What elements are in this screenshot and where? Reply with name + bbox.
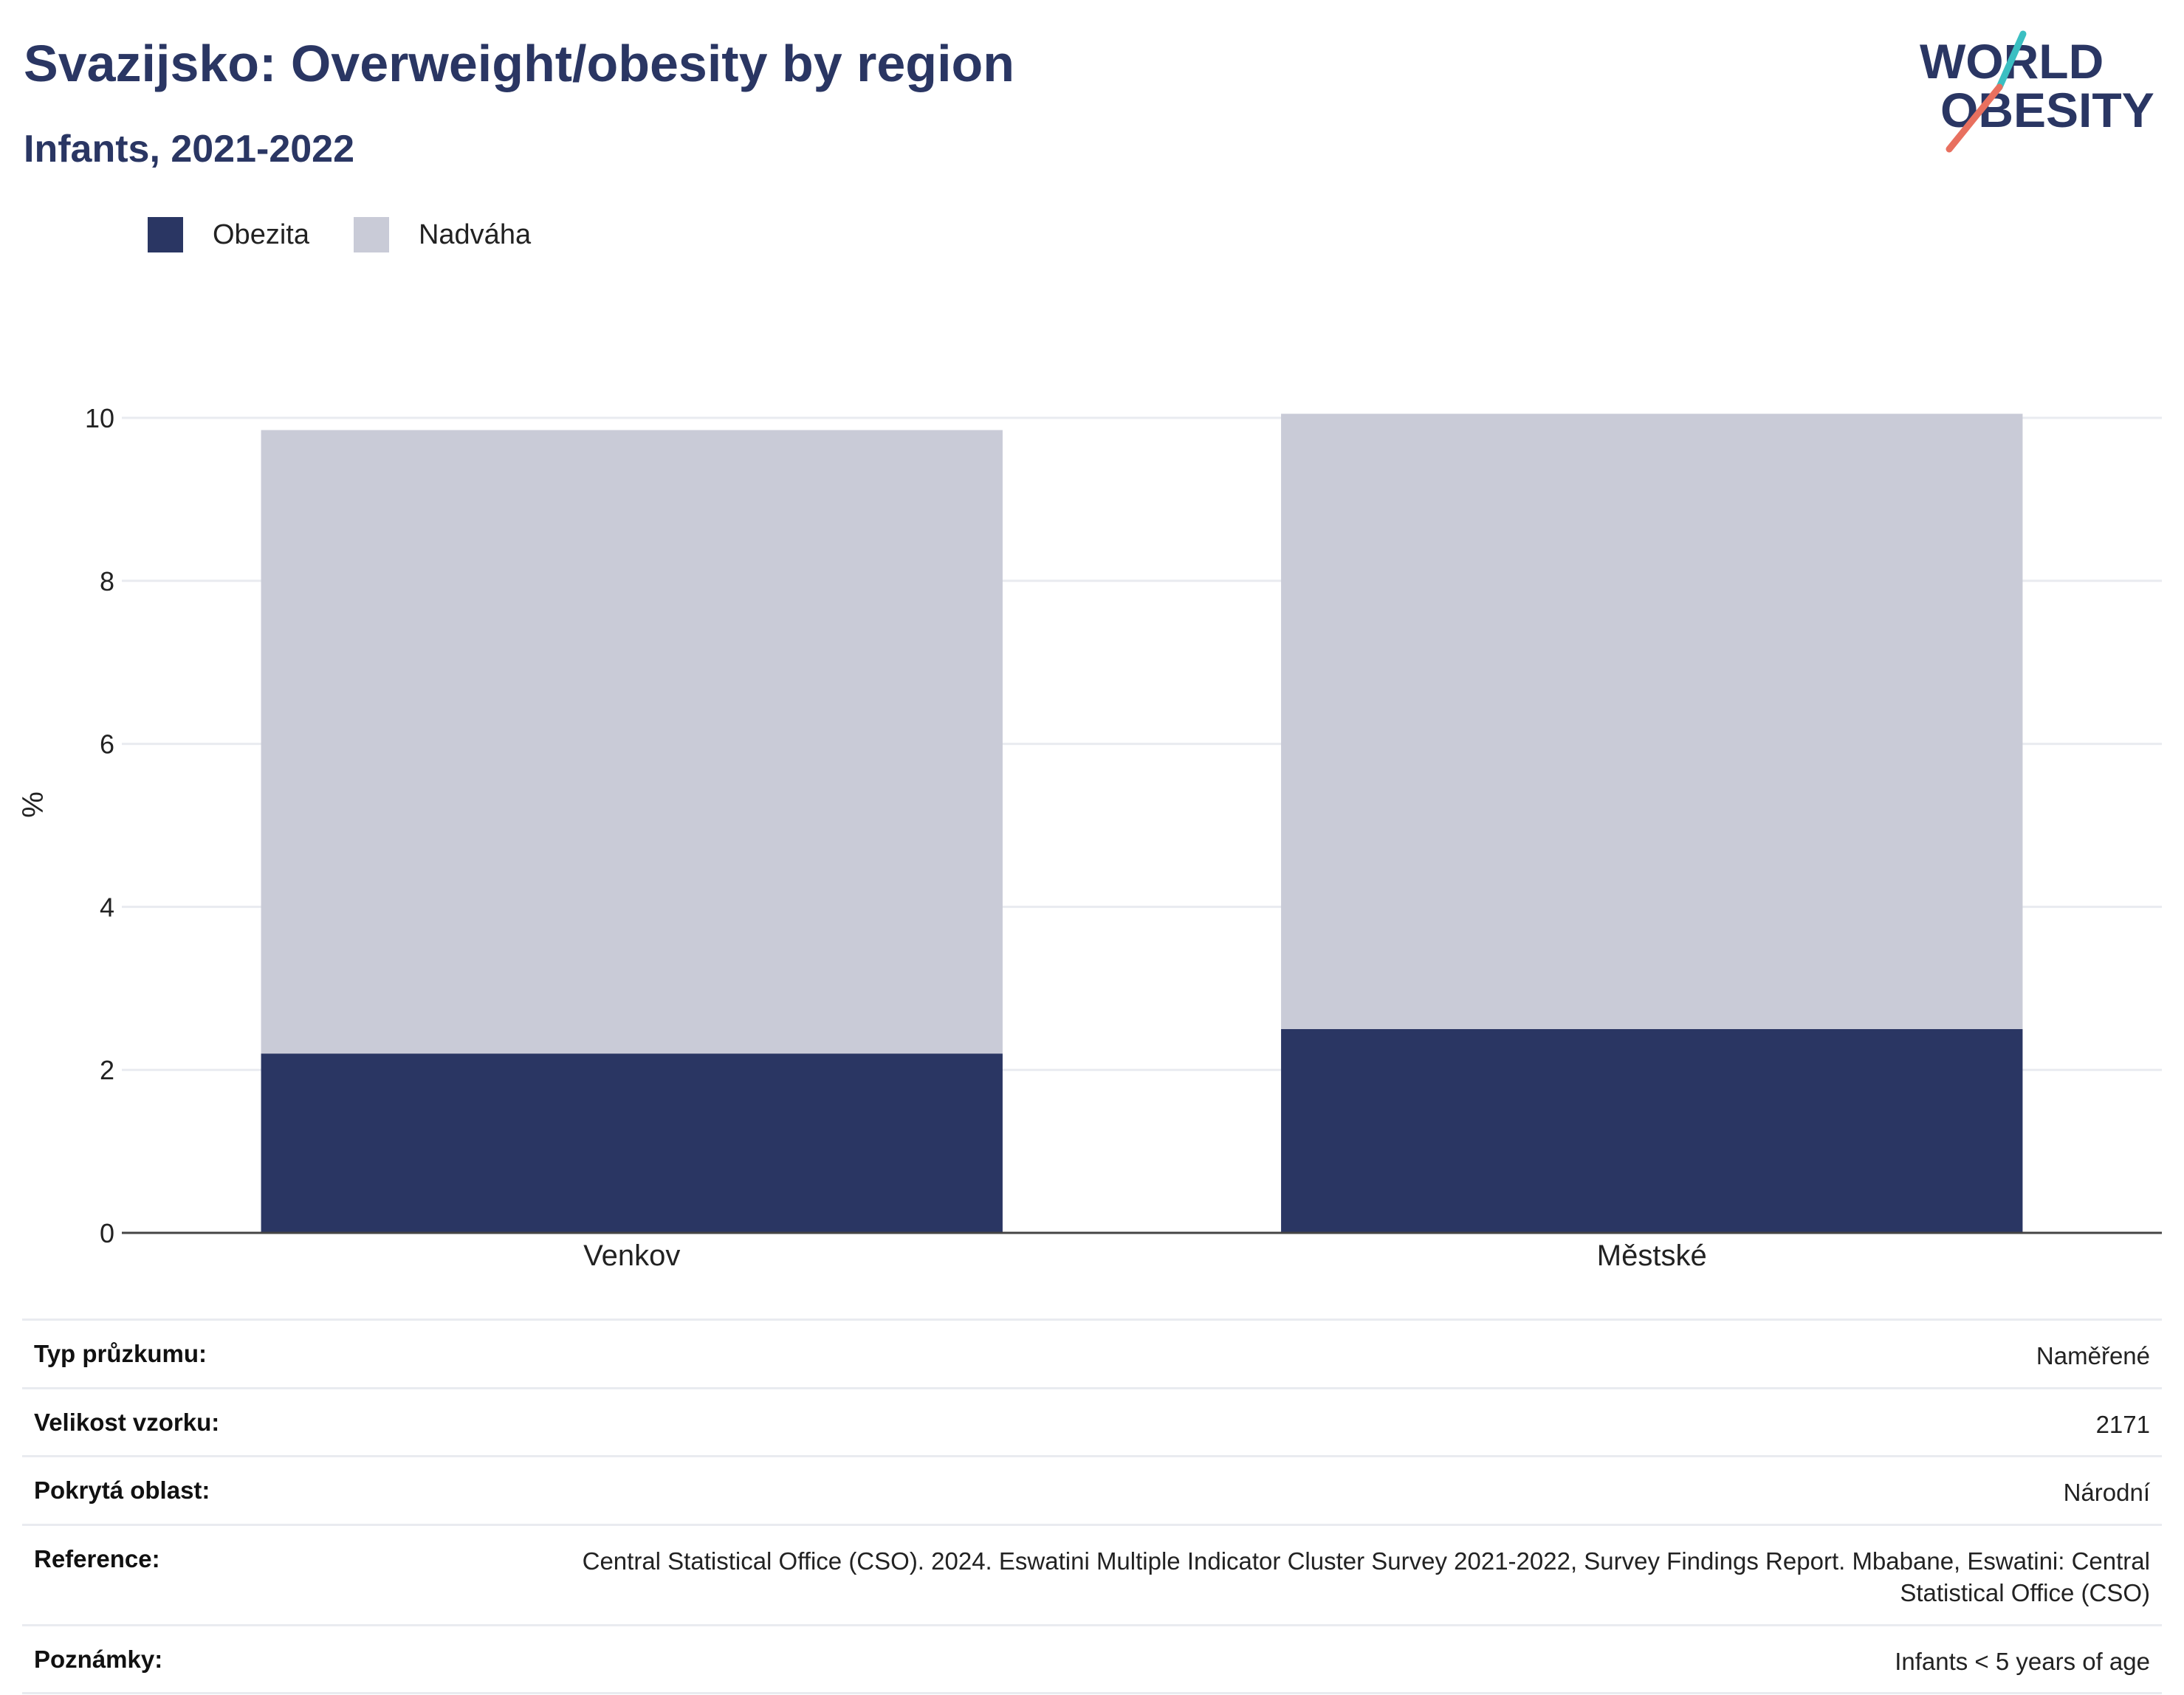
info-label: Typ průzkumu: <box>34 1340 207 1367</box>
y-tick-label: 0 <box>100 1218 114 1248</box>
legend-label-nadvaha: Nadváha <box>418 219 532 250</box>
y-tick-label: 10 <box>85 403 114 433</box>
y-tick-label: 6 <box>100 729 114 760</box>
info-row-reference: Reference: Central Statistical Office (C… <box>22 1523 2162 1624</box>
info-row-survey-type: Typ průzkumu: Naměřené <box>22 1318 2162 1387</box>
legend-swatch-nadvaha <box>353 217 389 252</box>
chart-title: Svazijsko: Overweight/obesity by region <box>24 35 1015 92</box>
info-label: Poznámky: <box>34 1645 163 1673</box>
chart-subtitle: Infants, 2021-2022 <box>24 128 355 171</box>
bar-segment-nadvaha <box>1281 413 2023 1029</box>
x-tick-label: Městské <box>1597 1240 1707 1272</box>
bar-segment-obezita <box>1281 1029 2023 1233</box>
legend-item-nadvaha[interactable]: Nadváha <box>353 217 532 252</box>
info-value: Naměřené <box>2036 1342 2150 1369</box>
world-obesity-logo: WORLD OBESITY <box>1920 30 2154 153</box>
legend-swatch-obezita <box>148 217 183 252</box>
chart-legend: Obezita Nadváha <box>148 217 575 252</box>
bar-segment-nadvaha <box>261 430 1003 1054</box>
bar-chart: 0 2 4 6 8 10% Venkov Městské <box>17 403 2162 1272</box>
logo-word-obesity: OBESITY <box>1940 83 2154 137</box>
y-axis-title: % <box>17 791 49 818</box>
info-value: Národní <box>2063 1479 2150 1507</box>
info-row-notes: Poznámky: Infants < 5 years of age <box>22 1623 2162 1695</box>
info-label: Pokrytá oblast: <box>34 1476 210 1505</box>
info-value: Infants < 5 years of age <box>1895 1647 2150 1675</box>
info-label: Velikost vzorku: <box>34 1408 220 1436</box>
x-tick-label: Venkov <box>583 1240 680 1272</box>
logo-slash-teal <box>1996 30 2027 91</box>
y-tick-label: 8 <box>100 566 114 596</box>
bar-segment-obezita <box>261 1053 1003 1233</box>
info-value: Central Statistical Office (CSO). 2024. … <box>582 1547 2150 1607</box>
legend-item-obezita[interactable]: Obezita <box>148 217 309 252</box>
logo-slash-coral <box>1946 83 2003 153</box>
info-value: 2171 <box>2095 1410 2150 1438</box>
info-table: Typ průzkumu: Naměřené Velikost vzorku: … <box>22 1318 2162 1695</box>
legend-label-obezita: Obezita <box>213 219 309 250</box>
y-tick-label: 4 <box>100 892 114 922</box>
info-row-sample-size: Velikost vzorku: 2171 <box>22 1386 2162 1456</box>
info-label: Reference: <box>34 1544 160 1572</box>
y-tick-label: 2 <box>100 1055 114 1085</box>
info-row-coverage: Pokrytá oblast: Národní <box>22 1455 2162 1524</box>
